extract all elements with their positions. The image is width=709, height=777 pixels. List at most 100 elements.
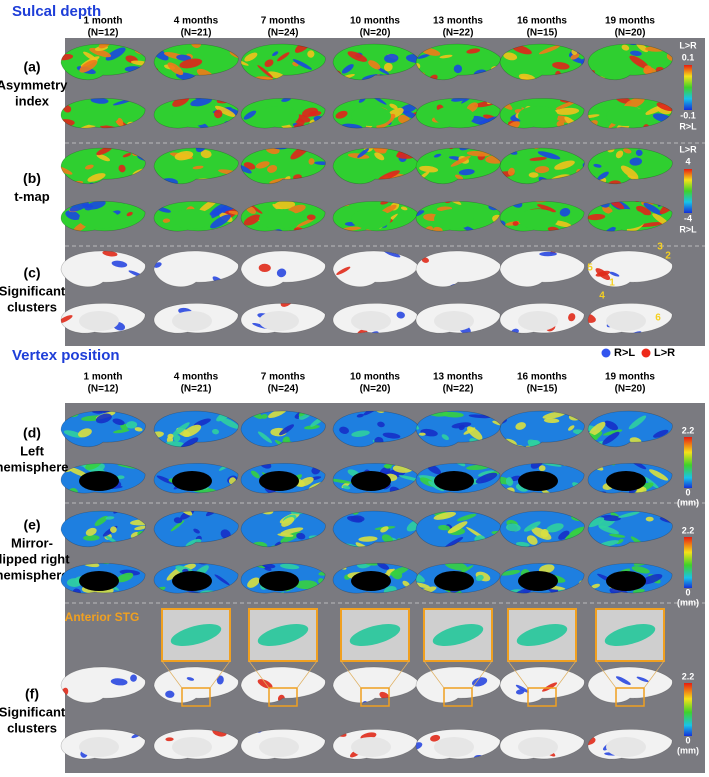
pattern-blob — [543, 418, 560, 424]
pattern-blob — [600, 515, 621, 522]
lateral-brain — [415, 510, 501, 547]
pattern-blob — [542, 463, 562, 467]
column-n: (N=20) — [615, 384, 646, 395]
pattern-blob — [261, 414, 268, 419]
column-n: (N=22) — [443, 28, 474, 39]
pattern-blob — [442, 411, 464, 418]
column-month: 13 months — [433, 16, 483, 27]
contour — [587, 250, 673, 287]
pattern-blob — [608, 533, 626, 538]
surface-pattern — [500, 44, 585, 80]
contour — [587, 510, 673, 547]
pattern-blob — [603, 226, 616, 232]
colorbar-min: 0 — [685, 487, 690, 497]
pattern-blob — [616, 539, 624, 545]
medial-brain — [587, 729, 673, 760]
pattern-blob — [192, 165, 204, 170]
pattern-blob — [443, 201, 462, 205]
surface — [500, 411, 585, 447]
pattern-blob — [558, 530, 570, 540]
pattern-blob — [167, 433, 174, 439]
pattern-blob — [251, 541, 268, 547]
surface-pattern — [416, 148, 501, 184]
inset-connector — [471, 660, 493, 689]
pattern-blob — [429, 74, 438, 80]
pattern-blob — [526, 535, 538, 545]
pattern-blob — [615, 676, 631, 685]
pattern-blob — [416, 570, 425, 583]
surface — [241, 667, 326, 703]
pattern-blob — [597, 171, 609, 181]
pattern-blob — [538, 465, 546, 472]
medial-wall — [351, 311, 391, 331]
medial-wall — [434, 737, 474, 757]
medial-wall — [172, 311, 212, 331]
pattern-blob — [433, 511, 457, 520]
lateral-brain — [153, 410, 239, 447]
pattern-blob — [458, 169, 475, 176]
pattern-blob — [512, 221, 519, 226]
pattern-blob — [456, 513, 477, 522]
medial-wall — [606, 471, 646, 491]
pattern-blob — [539, 251, 557, 257]
pattern-blob — [467, 426, 483, 440]
medial-brain — [499, 463, 585, 494]
column-n: (N=12) — [88, 28, 119, 39]
pattern-blob — [186, 677, 195, 681]
cluster-number: 2 — [665, 251, 671, 262]
contour — [153, 510, 239, 547]
pattern-blob — [102, 251, 118, 257]
pattern-blob — [380, 526, 389, 533]
pattern-blob — [538, 564, 555, 574]
pattern-blob — [247, 577, 260, 588]
pattern-blob — [565, 528, 584, 541]
lateral-brain — [415, 147, 501, 184]
pattern-blob — [507, 167, 515, 176]
colorbar-sign: R>L — [679, 121, 697, 131]
contour — [587, 410, 673, 447]
row-label: Asymmetry — [0, 77, 68, 92]
pattern-blob — [69, 201, 89, 212]
pattern-blob — [228, 210, 239, 215]
inset-connector — [423, 660, 445, 689]
pattern-blob — [475, 472, 498, 484]
pattern-blob — [61, 315, 73, 324]
pattern-blob — [461, 98, 479, 104]
pattern-blob — [630, 331, 642, 334]
column-n: (N=20) — [615, 28, 646, 39]
pattern-blob — [506, 523, 521, 532]
pattern-blob — [529, 157, 547, 161]
pattern-blob — [636, 676, 649, 683]
pattern-blob — [506, 121, 520, 129]
pattern-blob — [205, 511, 222, 517]
pattern-blob — [308, 158, 315, 165]
pattern-blob — [218, 416, 239, 429]
pattern-blob — [83, 51, 98, 62]
pattern-blob — [76, 123, 97, 129]
pattern-blob — [542, 411, 567, 419]
pattern-blob — [444, 563, 468, 571]
pattern-blob — [280, 527, 304, 535]
column-month: 19 months — [605, 372, 655, 383]
contour — [240, 510, 326, 547]
medial-wall — [351, 209, 391, 229]
contour — [240, 98, 326, 129]
pattern-blob — [515, 541, 530, 547]
medial-brain — [153, 303, 239, 334]
pattern-blob — [559, 208, 571, 217]
pattern-blob — [173, 434, 181, 442]
contour — [332, 729, 418, 760]
inset-connector — [296, 660, 318, 689]
pattern-blob — [377, 421, 385, 428]
pattern-blob — [276, 268, 287, 278]
pattern-blob — [478, 470, 495, 477]
pattern-blob — [639, 222, 663, 228]
pattern-blob — [376, 67, 390, 75]
colorbar-max: 2.2 — [682, 425, 695, 435]
contour — [153, 563, 239, 594]
pattern-blob — [552, 62, 570, 70]
medial-brain — [415, 729, 501, 760]
pattern-blob — [112, 418, 125, 426]
pattern-blob — [83, 534, 100, 541]
